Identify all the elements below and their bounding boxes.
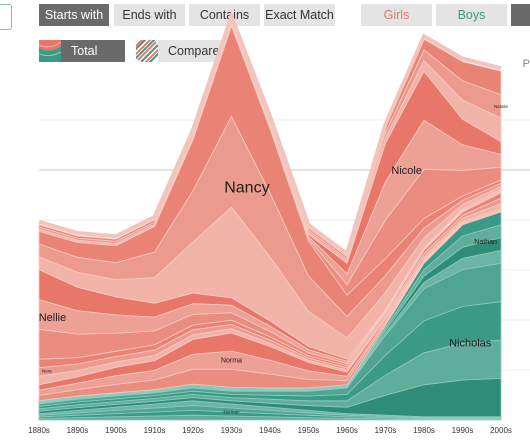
exact-match-button[interactable]: Exact Match [264,4,335,26]
top-outline [38,10,502,258]
x-tick-label: 1950s [298,426,320,435]
edge-letter: P [522,58,530,70]
x-tick-label: 1880s [28,426,50,435]
compare-legend-label[interactable]: Compare [158,40,222,62]
name-label-nathan: Nathan [474,239,497,246]
name-label-nicole: Nicole [391,165,422,177]
both-button[interactable] [511,4,530,26]
search-input[interactable] [0,4,12,30]
boys-button[interactable]: Boys [436,4,507,26]
total-swatch-icon[interactable] [38,40,62,62]
x-tick-label: 1930s [221,426,243,435]
name-label-norman: Norman [223,410,240,415]
contains-button[interactable]: Contains [189,4,260,26]
x-tick-label: 1960s [336,426,358,435]
name-label-norma: Norma [221,358,242,365]
ends-with-button[interactable]: Ends with [114,4,185,26]
name-label-nellie: Nellie [39,312,67,324]
total-legend-label[interactable]: Total [61,40,125,62]
compare-swatch-icon[interactable] [131,35,162,66]
x-tick-label: 1920s [182,426,204,435]
series-norman [38,400,502,421]
name-label-nicholas: Nicholas [449,337,492,349]
series-nicholas [38,262,502,418]
x-tick-label: 1980s [413,426,435,435]
x-tick-label: 1940s [259,426,281,435]
starts-with-button[interactable]: Starts with [39,4,109,26]
x-tick-label: 1900s [105,426,127,435]
x-tick-label: 1990s [452,426,474,435]
x-tick-label: 1910s [144,426,166,435]
girls-button[interactable]: Girls [361,4,432,26]
x-tick-label: 1890s [67,426,89,435]
x-tick-label: 2000s [490,426,512,435]
name-label-natalie: Natalie [494,104,509,109]
x-tick-label: 1970s [375,426,397,435]
name-label-nancy: Nancy [224,180,269,197]
name-label-nora: Nora [42,369,52,374]
